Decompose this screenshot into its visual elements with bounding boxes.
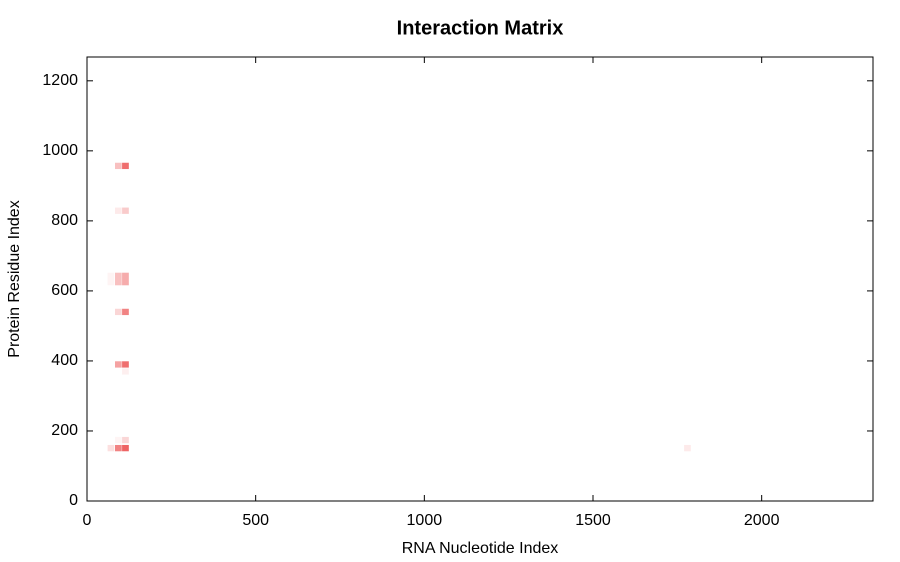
heatmap-cell (122, 436, 129, 444)
heatmap-cell (122, 207, 129, 214)
heatmap-cell (114, 361, 122, 368)
x-axis-label: RNA Nucleotide Index (402, 540, 559, 557)
heatmap-cell (122, 361, 129, 368)
y-axis-label: Protein Residue Index (6, 200, 23, 357)
x-tick-label: 2000 (744, 512, 780, 529)
heatmap-cell (122, 279, 129, 286)
y-tick-label: 600 (51, 282, 78, 299)
heatmap-cell (114, 207, 122, 214)
y-tick-label: 1000 (42, 142, 78, 159)
heatmap-cell (107, 444, 115, 452)
heatmap-cell (114, 162, 122, 170)
y-tick-label: 1200 (42, 72, 78, 89)
x-tick-label: 1000 (407, 512, 443, 529)
heatmap-cell (107, 272, 115, 279)
heatmap-cell (114, 279, 122, 286)
heatmap-cell (122, 272, 129, 279)
heatmap-cell (114, 272, 122, 279)
y-tick-label: 800 (51, 212, 78, 229)
x-tick-label: 1500 (575, 512, 611, 529)
heatmap-cell (122, 308, 129, 316)
x-tick-label: 0 (83, 512, 92, 529)
heatmap-cell (114, 444, 122, 452)
heatmap-cell (114, 308, 122, 316)
y-tick-label: 0 (69, 492, 78, 509)
x-tick-label: 500 (242, 512, 269, 529)
heatmap-cell (122, 444, 129, 452)
plot-frame (86, 56, 874, 502)
chart-title: Interaction Matrix (397, 17, 564, 39)
heatmap-cell (122, 162, 129, 170)
heatmap-cell (114, 436, 122, 444)
y-tick-label: 400 (51, 352, 78, 369)
cells (107, 162, 691, 452)
y-tick-label: 200 (51, 422, 78, 439)
heatmap-cell (684, 444, 691, 452)
heatmap-cell (107, 279, 115, 286)
heatmap-cell (122, 368, 129, 375)
